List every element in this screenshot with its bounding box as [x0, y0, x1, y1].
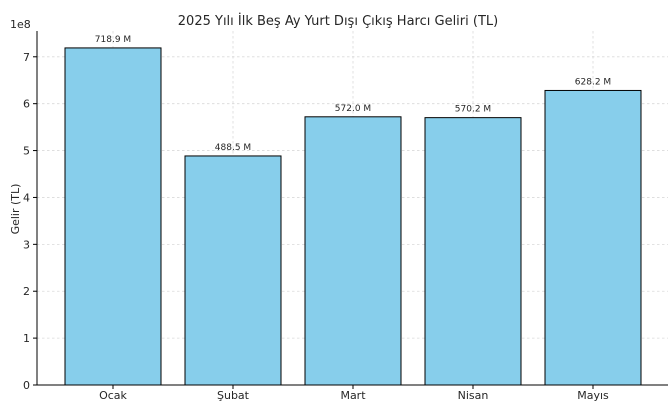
y-tick-label: 0 [23, 379, 30, 392]
data-label: 488.5 M [215, 143, 251, 153]
x-tick-label: Mart [340, 389, 366, 402]
y-tick-label: 1 [23, 332, 30, 345]
y-tick-label: 3 [23, 238, 30, 251]
y-tick-label: 5 [23, 145, 30, 158]
x-ticks: Ocak Şubat Mart Nisan Mayıs [99, 385, 609, 402]
chart-title: 2025 Yılı İlk Beş Ay Yurt Dışı Çıkış Har… [178, 13, 498, 29]
data-label: 718.9 M [95, 35, 131, 45]
bar-2 [184, 155, 282, 386]
bar-5 [544, 89, 642, 386]
bar-1 [64, 47, 162, 386]
data-label: 570.2 M [455, 105, 491, 115]
x-tick-label: Nisan [458, 389, 489, 402]
data-label: 572.0 M [335, 104, 371, 114]
x-tick-label: Ocak [99, 389, 127, 402]
y-tick-label: 2 [23, 285, 30, 298]
data-labels: 718.9 M 488.5 M 572.0 M 570.2 M 628.2 M [95, 35, 611, 153]
y-axis-scale-label: 1e8 [10, 18, 31, 31]
y-tick-label: 4 [23, 191, 30, 204]
y-tick-label: 7 [23, 51, 30, 64]
y-axis-label: Gelir (TL) [9, 184, 22, 235]
y-ticks: 0 1 2 3 4 5 6 7 [23, 51, 37, 392]
bar-4 [424, 117, 522, 386]
x-tick-label: Şubat [217, 389, 250, 402]
y-tick-label: 6 [23, 98, 30, 111]
x-tick-label: Mayıs [577, 389, 609, 402]
bars [64, 47, 642, 386]
data-label: 628.2 M [575, 77, 611, 87]
bar-3 [304, 116, 402, 386]
